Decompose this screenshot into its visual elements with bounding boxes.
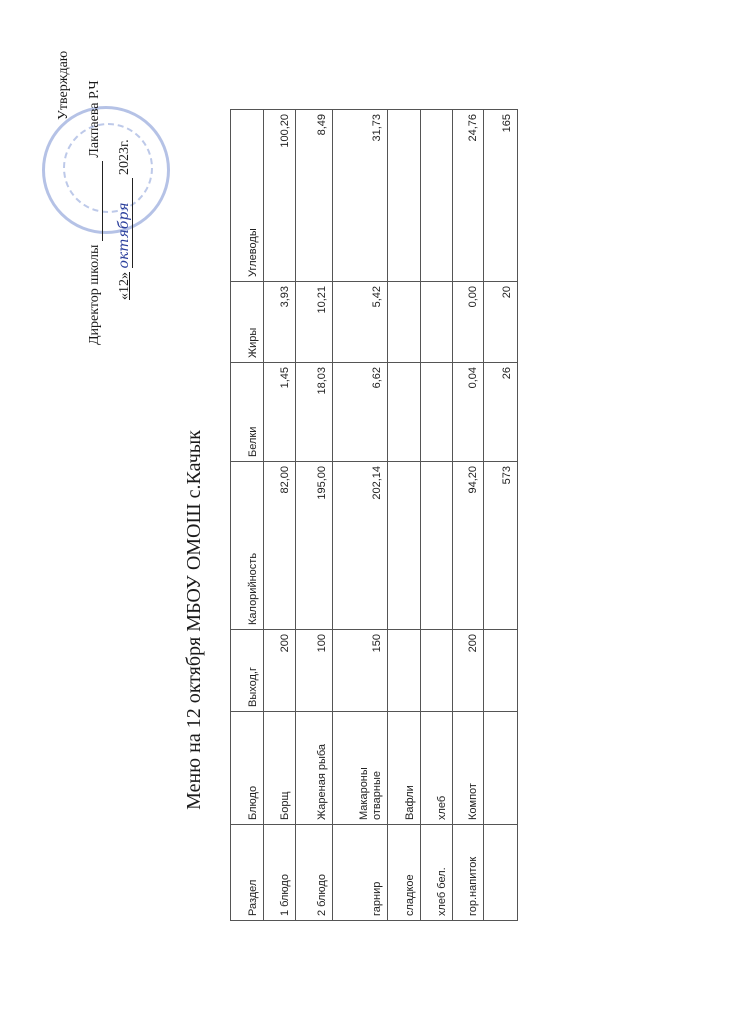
director-label: Директор школы: [87, 244, 102, 345]
table-cell: 5,42: [332, 281, 388, 363]
header-cell: Выход,г: [230, 629, 264, 712]
director-name: Лакпаева Р.Ч: [87, 80, 102, 158]
header-cell: Блюдо: [230, 711, 264, 825]
signature: [86, 161, 103, 242]
table-cell: [483, 629, 518, 712]
table-cell: 82,00: [263, 461, 296, 630]
header-cell: Углеводы: [230, 109, 264, 282]
table-cell: [387, 629, 421, 712]
table-row: гарнир Макароны отварные 150 202,14 6,62 5,42…: [332, 109, 388, 921]
table-cell: 31,73: [332, 109, 388, 282]
table-cell: гарнир: [332, 824, 388, 921]
table-cell: [483, 711, 518, 825]
table-cell: 100,20: [263, 109, 296, 282]
table-row: 2 блюдо Жареная рыба 100 195,00 18,03 10,21 8,…: [295, 109, 333, 921]
table-cell: 10,21: [295, 281, 333, 363]
table-cell: 94,20: [452, 461, 484, 630]
table-cell: Жареная рыба: [295, 711, 333, 825]
table-cell: 8,49: [295, 109, 333, 282]
table-row: 573 26 20 165: [483, 109, 518, 921]
date-day: «12»: [117, 272, 132, 300]
table-cell: 6,62: [332, 362, 388, 462]
table-row: 1 блюдо Борщ 200 82,00 1,45 3,93 100,20: [263, 109, 296, 921]
header-cell: Белки: [230, 362, 264, 462]
table-cell: Компот: [452, 711, 484, 825]
table-cell: 150: [332, 629, 388, 712]
table-cell: Борщ: [263, 711, 296, 825]
table-header-row: Раздел Блюдо Выход,г Калорийность Белки …: [230, 109, 264, 921]
table-cell: [387, 109, 421, 282]
table-cell: 3,93: [263, 281, 296, 363]
table-cell: [420, 281, 453, 363]
table-cell: 1 блюдо: [263, 824, 296, 921]
table-cell: 100: [295, 629, 333, 712]
date-year: 2023г.: [117, 139, 132, 175]
table-cell: сладкое: [387, 824, 421, 921]
table-row: сладкое Вафли: [387, 109, 421, 921]
table-cell: гор.напиток: [452, 824, 484, 921]
table-cell: 165: [483, 109, 518, 282]
school-stamp: [42, 106, 170, 234]
table-cell: 0,04: [452, 362, 484, 462]
table-cell: 200: [263, 629, 296, 712]
table-row: хлеб бел. хлеб: [420, 109, 453, 921]
header-cell: Калорийность: [230, 461, 264, 630]
header-cell: Раздел: [230, 824, 264, 921]
table-cell: 195,00: [295, 461, 333, 630]
table-cell: 202,14: [332, 461, 388, 630]
table-cell: хлеб бел.: [420, 824, 453, 921]
table-cell: Макароны отварные: [332, 711, 388, 825]
table-cell: [387, 362, 421, 462]
table-cell: 0,00: [452, 281, 484, 363]
table-cell: [387, 281, 421, 363]
table-cell: Вафли: [387, 711, 421, 825]
table-cell: 2 блюдо: [295, 824, 333, 921]
table-cell: 26: [483, 362, 518, 462]
table-cell: 200: [452, 629, 484, 712]
table-cell: [420, 461, 453, 630]
header-cell: Жиры: [230, 281, 264, 363]
table-row: гор.напиток Компот 200 94,20 0,04 0,00 24,76: [452, 109, 484, 921]
table-cell: 1,45: [263, 362, 296, 462]
table-cell: [420, 629, 453, 712]
table-cell: хлеб: [420, 711, 453, 825]
table-cell: [420, 362, 453, 462]
table-cell: 18,03: [295, 362, 333, 462]
approve-label: Утверждаю: [56, 50, 71, 120]
table-cell: [387, 461, 421, 630]
table-cell: 24,76: [452, 109, 484, 282]
table-cell: 573: [483, 461, 518, 630]
table-cell: 20: [483, 281, 518, 363]
date-month: октября: [116, 178, 133, 269]
director-line: Директор школы Лакпаева Р.Ч: [86, 80, 103, 345]
table-cell: [483, 824, 518, 921]
menu-table: Раздел Блюдо Выход,г Калорийность Белки …: [230, 109, 518, 921]
table-cell: [420, 109, 453, 282]
page-title: Меню на 12 октября МБОУ ОМОШ с.Качык: [183, 430, 205, 810]
date-line: «12» октября 2023г.: [116, 139, 133, 300]
